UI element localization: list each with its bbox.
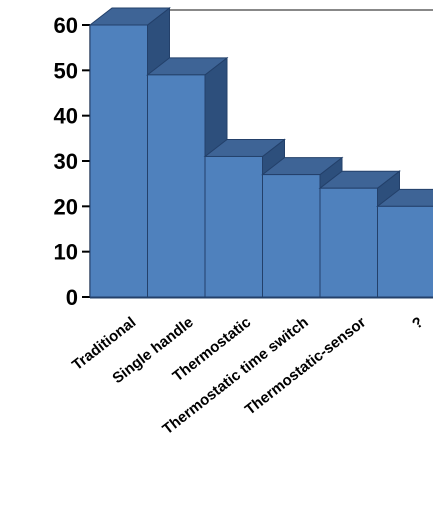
y-tick-label: 10: [54, 240, 78, 265]
bar-front: [263, 175, 321, 297]
y-tick-label: 50: [54, 58, 78, 83]
bar-front: [378, 206, 433, 297]
y-tick-label: 40: [54, 104, 78, 129]
bar: [378, 189, 433, 297]
bar-front: [205, 156, 263, 297]
bar-front: [90, 25, 148, 297]
y-tick-label: 20: [54, 194, 78, 219]
bar-front: [148, 75, 206, 297]
y-tick-label: 0: [66, 285, 78, 310]
y-tick-label: 60: [54, 13, 78, 38]
category-label: ?: [409, 314, 427, 333]
y-tick-label: 30: [54, 149, 78, 174]
bar-front: [320, 188, 378, 297]
bars: [90, 8, 433, 297]
